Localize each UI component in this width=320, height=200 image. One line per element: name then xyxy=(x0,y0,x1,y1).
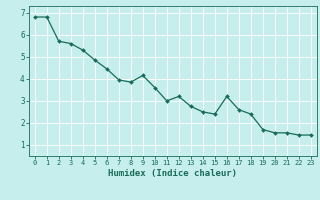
X-axis label: Humidex (Indice chaleur): Humidex (Indice chaleur) xyxy=(108,169,237,178)
